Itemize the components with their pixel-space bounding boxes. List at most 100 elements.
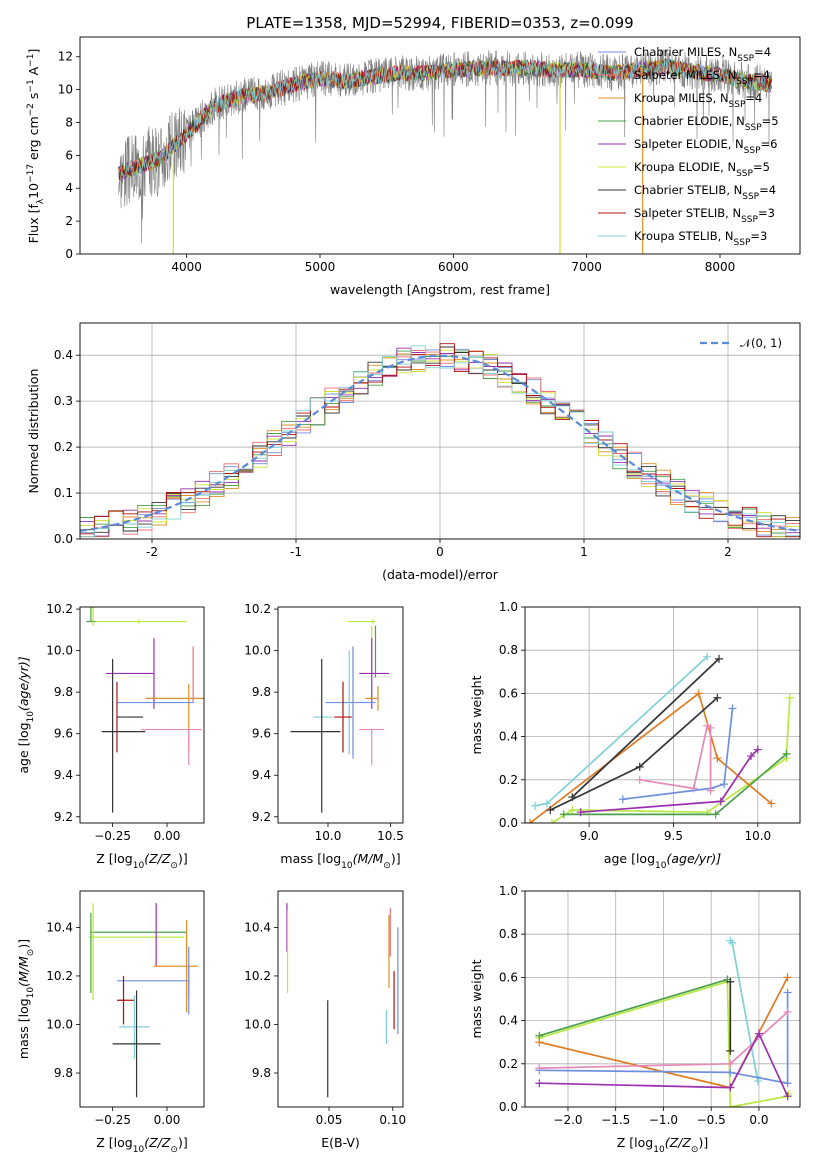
weight-marker xyxy=(713,754,722,763)
weight-series-line xyxy=(571,658,720,798)
y-tick-label: 9.8 xyxy=(54,685,73,699)
legend-entry: Salpeter MILES, NSSP=4 xyxy=(634,68,770,87)
plot-area xyxy=(88,903,198,1098)
weight-marker xyxy=(753,745,762,754)
y-tick-label: 0.0 xyxy=(54,532,73,546)
label-part: (M/M xyxy=(16,956,31,987)
legend-entry: Chabrier ELODIE, NSSP=5 xyxy=(634,114,779,133)
weight-marker xyxy=(531,801,540,810)
x-tick-label: 5000 xyxy=(305,260,336,274)
label-part: =5 xyxy=(753,160,770,174)
y-axis-label: age [log10(age/yr)] xyxy=(16,656,36,773)
weight-series-line xyxy=(539,992,789,1085)
weight-series-line xyxy=(529,691,772,823)
model-spectrum-kroupa-stelib xyxy=(118,59,772,177)
weight-marker xyxy=(635,762,644,771)
x-tick-label: −0.5 xyxy=(697,1113,726,1127)
legend-entry: Salpeter ELODIE, NSSP=6 xyxy=(634,137,777,156)
y-tick-label: 9.2 xyxy=(54,810,73,824)
label-part: Kroupa STELIB, N xyxy=(634,229,734,243)
y-tick-label: 0.6 xyxy=(499,970,518,984)
y-tick-label: 9.8 xyxy=(54,1066,73,1080)
x-tick-label: −1.5 xyxy=(601,1113,630,1127)
legend-entry: 𝒩(0, 1) xyxy=(740,336,782,350)
weight-series-line xyxy=(580,748,759,814)
histogram-salpeter-stelib xyxy=(80,343,800,538)
y-tick-label: 8 xyxy=(65,115,73,129)
y-tick-label: 0.3 xyxy=(54,394,73,408)
label-part: ⊙ xyxy=(691,1145,699,1155)
y-tick-label: 0.6 xyxy=(499,686,518,700)
y-tick-label: 9.2 xyxy=(252,810,271,824)
x-tick-label: 10.0 xyxy=(744,829,771,843)
axes-frame xyxy=(79,606,205,824)
y-tick-label: 10.4 xyxy=(244,920,271,934)
model-spectrum-salpeter-stelib xyxy=(118,59,772,178)
weight-marker xyxy=(783,1007,792,1016)
label-part: =4 xyxy=(759,183,776,197)
y-tick-label: 9.8 xyxy=(252,1066,271,1080)
weight-marker xyxy=(535,1079,544,1088)
y-axis-label: Flux [fλ10−17 erg cm−2 s−1 A−1] xyxy=(26,49,46,244)
y-axis-label: mass weight xyxy=(469,959,484,1038)
mass-vs-reddening-panel: 0.05 0.10 9.8 10.0 10.2 10.4 E(B-V) xyxy=(244,890,406,1150)
weight-marker xyxy=(726,1068,735,1077)
label-part: )] xyxy=(698,1135,708,1150)
x-axis-label: Z [log10(Z/Z⊙)] xyxy=(617,1135,708,1155)
plot-area xyxy=(118,49,773,254)
plot-area xyxy=(86,607,204,813)
weight-marker xyxy=(576,808,585,817)
label-part: −1 xyxy=(26,79,36,92)
weight-marker xyxy=(754,1029,763,1038)
x-tick-label: 0.10 xyxy=(379,1113,406,1127)
label-part: Chabrier MILES, N xyxy=(634,45,737,59)
x-tick-label: 0.05 xyxy=(316,1113,343,1127)
x-tick-label: 0 xyxy=(436,545,444,559)
label-part: (M/M xyxy=(353,851,384,866)
label-part: s xyxy=(26,93,41,104)
axes-frame xyxy=(277,890,404,1108)
label-part: (Z/Z xyxy=(144,1135,171,1150)
plot-area xyxy=(526,652,794,823)
weight-series-line xyxy=(539,978,728,1037)
axes-frame xyxy=(524,606,801,824)
y-tick-label: 10.0 xyxy=(244,1017,271,1031)
label-part: =4 xyxy=(754,45,771,59)
legend-entry: Kroupa MILES, NSSP=4 xyxy=(634,91,762,110)
label-part: ] xyxy=(26,49,41,54)
label-part: Kroupa ELODIE, N xyxy=(634,160,736,174)
label-part: Chabrier STELIB, N xyxy=(634,183,742,197)
axes-frame xyxy=(79,322,801,540)
weight-marker xyxy=(726,1103,735,1107)
y-tick-label: 6 xyxy=(65,148,73,162)
label-part: 10 xyxy=(133,1145,145,1155)
weight-marker xyxy=(728,938,737,947)
model-spectrum-salpeter-elodie xyxy=(118,59,772,182)
label-part: SSP xyxy=(734,238,751,248)
weight-marker xyxy=(546,806,555,815)
x-axis-label: wavelength [Angstrom, rest frame] xyxy=(330,282,550,297)
weight-series-line xyxy=(622,708,734,801)
y-tick-label: 0.2 xyxy=(499,1057,518,1071)
y-tick-label: 9.6 xyxy=(54,727,73,741)
y-axis-label: mass weight xyxy=(469,675,484,754)
weight-series-line xyxy=(539,1031,789,1097)
label-part: )] xyxy=(178,851,188,866)
weight-marker xyxy=(713,693,722,702)
x-tick-label: 9.5 xyxy=(664,829,683,843)
y-tick-label: 10.0 xyxy=(46,1017,73,1031)
label-part: =4 xyxy=(745,91,762,105)
weight-marker xyxy=(783,1092,792,1101)
x-tick-label: -1 xyxy=(290,545,302,559)
x-axis-label: mass [log10(M/M⊙)] xyxy=(280,851,400,871)
label-part: (Z/Z xyxy=(665,1135,692,1150)
axes-frame xyxy=(79,36,801,255)
label-part: 10 xyxy=(653,1145,665,1155)
figure-title: PLATE=1358, MJD=52994, FIBERID=0353, z=0… xyxy=(246,14,633,32)
y-tick-label: 10.0 xyxy=(46,644,73,658)
x-axis-label: E(B-V) xyxy=(321,1135,360,1150)
x-tick-label: 0.00 xyxy=(154,829,181,843)
label-part: SSP xyxy=(737,54,754,64)
label-part: SSP xyxy=(744,146,761,156)
